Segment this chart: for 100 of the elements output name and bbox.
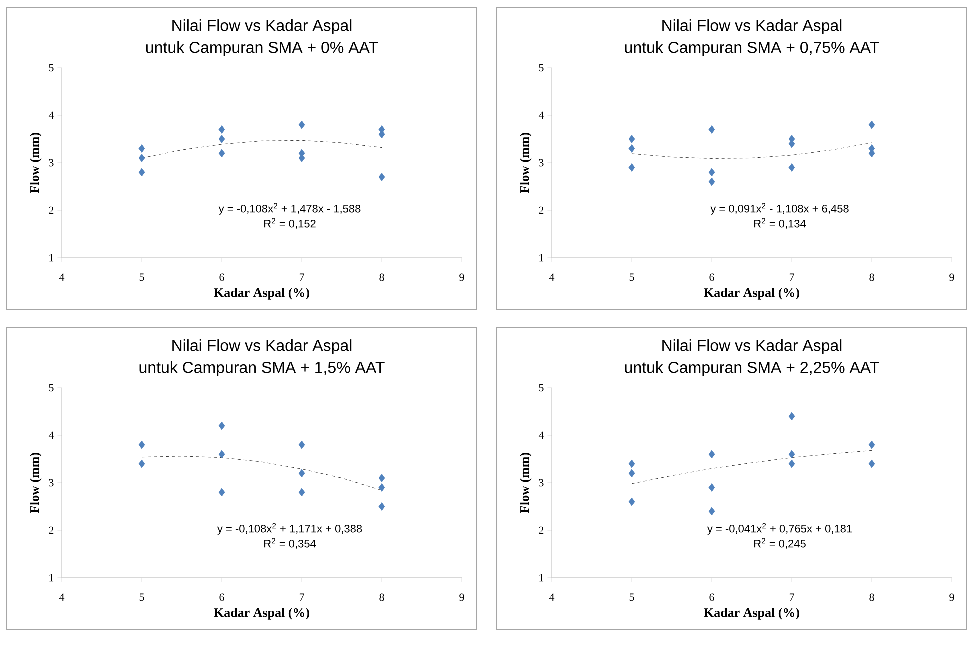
point (378, 502, 386, 511)
point (298, 488, 306, 497)
x-tick-label: 7 (790, 594, 794, 601)
point (708, 450, 716, 459)
y-tick-label: 1 (50, 254, 54, 262)
point (298, 120, 306, 130)
x-tick-label: 8 (380, 594, 384, 602)
annotation: R$^{2}$ = 0,354 (264, 538, 316, 550)
chart-title: Nilai Flow vs Kadar Aspal (662, 20, 842, 34)
point (218, 450, 226, 459)
y-tick-label: 1 (540, 574, 544, 582)
point (298, 469, 306, 478)
chart-subtitle: untuk Campuran SMA + 0,75% AAT (625, 42, 880, 56)
point (708, 178, 716, 186)
y-axis-title: Flow (mm) (30, 133, 42, 194)
x-tick-label: 7 (300, 594, 304, 601)
line-series (632, 450, 872, 484)
y-tick-label: 3 (49, 159, 54, 167)
point (138, 154, 146, 162)
y-tick-label: 2 (49, 526, 54, 534)
x-tick-label: 5 (630, 274, 634, 282)
x-tick-label: 4 (59, 274, 65, 282)
x-tick-label: 6 (220, 594, 224, 602)
point (868, 440, 876, 450)
point (708, 168, 716, 177)
point (628, 164, 636, 172)
y-tick-label: 4 (538, 112, 544, 120)
annotation: y = -0,108x$^{2}$ + 1,171x + 0,388 (217, 523, 362, 535)
point (378, 173, 386, 182)
point (708, 507, 716, 516)
point (138, 144, 146, 153)
y-tick-label: 2 (539, 526, 544, 534)
x-tick-label: 7 (790, 274, 794, 281)
y-axis-title: Flow (mm) (30, 453, 42, 514)
point (708, 126, 716, 134)
x-tick-label: 8 (870, 594, 874, 602)
point (378, 484, 386, 492)
x-tick-label: 8 (380, 274, 384, 282)
y-tick-label: 4 (48, 112, 54, 120)
point (708, 484, 716, 492)
point (788, 164, 796, 172)
x-tick-label: 4 (549, 594, 555, 602)
y-axis-title: Flow (mm) (520, 133, 532, 194)
point (218, 126, 226, 134)
point (298, 440, 306, 450)
y-tick-label: 3 (539, 159, 544, 167)
x-tick-label: 6 (710, 594, 714, 602)
point (138, 168, 146, 177)
y-tick-label: 2 (49, 206, 54, 214)
x-tick-label: 9 (460, 274, 464, 282)
chart-title: Nilai Flow vs Kadar Aspal (172, 340, 352, 354)
x-axis-title: Kadar Aspal (%) (214, 288, 310, 300)
point (628, 144, 636, 153)
y-tick-label: 3 (49, 479, 54, 487)
point (788, 450, 796, 459)
point (868, 460, 876, 468)
x-axis-title: Kadar Aspal (%) (214, 608, 310, 620)
x-tick-label: 9 (460, 594, 464, 602)
annotation: R$^{2}$ = 0,152 (264, 218, 316, 230)
point (218, 488, 226, 497)
point (218, 422, 226, 430)
y-tick-label: 4 (48, 432, 54, 440)
x-tick-label: 5 (140, 274, 144, 282)
point (628, 469, 636, 478)
x-tick-label: 9 (950, 274, 954, 282)
point (628, 135, 636, 144)
x-tick-label: 9 (950, 594, 954, 602)
y-tick-label: 2 (539, 206, 544, 214)
point (868, 120, 876, 130)
x-axis-title: Kadar Aspal (%) (704, 608, 800, 620)
chart-subtitle: untuk Campuran SMA + 0% AAT (146, 42, 378, 56)
x-tick-label: 4 (549, 274, 555, 282)
point (218, 135, 226, 144)
point (138, 460, 146, 468)
annotation: y = -0,041x$^{2}$ + 0,765x + 0,181 (707, 523, 852, 535)
annotation: R$^{2}$ = 0,134 (754, 218, 806, 230)
annotation: y = 0,091x$^{2}$ - 1,108x + 6,458 (710, 203, 849, 215)
x-tick-label: 4 (59, 594, 65, 602)
point (788, 412, 796, 421)
point (138, 440, 146, 450)
y-tick-label: 5 (539, 384, 544, 392)
point (788, 460, 796, 468)
y-tick-label: 4 (538, 432, 544, 440)
x-axis-title: Kadar Aspal (%) (704, 288, 800, 300)
x-tick-label: 6 (710, 274, 714, 282)
y-tick-label: 3 (539, 479, 544, 487)
chart-subtitle: untuk Campuran SMA + 1,5% AAT (140, 362, 385, 376)
annotation: R$^{2}$ = 0,245 (754, 538, 806, 550)
y-tick-label: 5 (539, 64, 544, 72)
y-axis-title: Flow (mm) (520, 453, 532, 514)
x-tick-label: 6 (220, 274, 224, 282)
chart-title: Nilai Flow vs Kadar Aspal (172, 20, 352, 34)
x-tick-label: 7 (300, 274, 304, 281)
y-tick-label: 5 (49, 384, 54, 392)
chart-title: Nilai Flow vs Kadar Aspal (662, 340, 842, 354)
point (218, 149, 226, 158)
annotation: y = -0,108x$^{2}$ + 1,478x - 1,588 (218, 203, 361, 215)
point (628, 460, 636, 468)
y-tick-label: 1 (540, 254, 544, 262)
x-tick-label: 5 (140, 594, 144, 602)
